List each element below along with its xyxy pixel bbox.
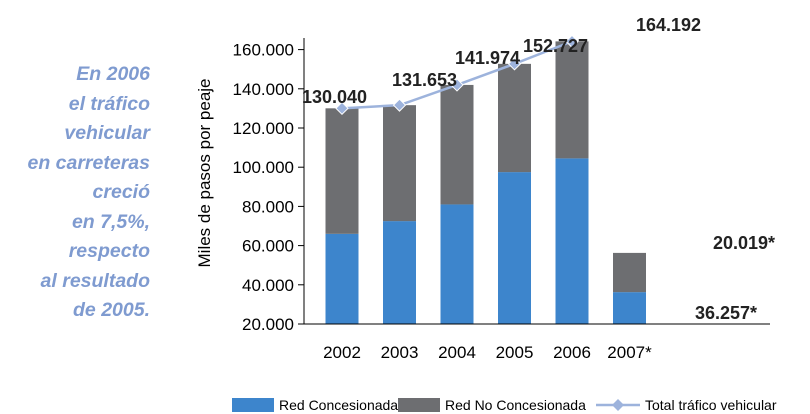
legend-label-total: Total tráfico vehicular	[645, 397, 777, 413]
x-tick-label: 2002	[323, 343, 361, 362]
y-tick-label: 20.000	[242, 315, 294, 334]
data-label: 164.192	[636, 15, 701, 35]
legend-swatch-red-no-concesionada	[398, 398, 440, 412]
side-note-line: en 7,5%,	[71, 210, 150, 233]
side-note-line: al resultado	[40, 269, 150, 292]
legend-swatch-red-concesionada	[232, 398, 274, 412]
total-line	[335, 34, 579, 116]
y-axis: 20.000 40.000 60.000 80.000 100.000 120.000 14…	[233, 38, 305, 334]
data-label: 20.019*	[713, 233, 775, 253]
legend-marker-total	[612, 399, 624, 411]
side-note-line: el tráfico	[68, 92, 150, 115]
bar-red-no-concesionada	[613, 252, 646, 293]
total-line-marker	[565, 34, 579, 49]
data-label: 130.040	[302, 87, 367, 107]
side-note-line: creció	[92, 181, 150, 203]
side-note: En 2006 el tráfico vehicular en carreteras c…	[0, 60, 150, 326]
y-tick-label: 40.000	[242, 276, 294, 295]
x-tick-label: 2007*	[607, 343, 652, 362]
y-tick-label: 120.000	[233, 119, 294, 138]
y-tick-label: 160.000	[233, 41, 294, 60]
total-line-marker	[392, 98, 407, 112]
bar-red-concesionada	[613, 292, 646, 324]
data-label: 152.727	[523, 36, 588, 56]
x-tick-label: 2005	[496, 343, 534, 362]
y-tick-label: 140.000	[233, 80, 294, 99]
data-label: 131.653	[392, 70, 457, 90]
side-note-line: respecto	[68, 240, 150, 262]
bar-red-no-concesionada	[383, 105, 416, 222]
bar-red-no-concesionada	[325, 108, 359, 234]
y-axis-label: Miles de pasos por peaje	[195, 78, 214, 267]
total-line-marker	[335, 101, 349, 116]
bar-red-no-concesionada	[498, 63, 531, 173]
x-tick-label: 2006	[553, 343, 591, 362]
data-label: 141.974	[455, 48, 520, 68]
side-note-line: vehicular	[64, 122, 150, 144]
x-axis: 2002 2003 2004 2005 2006 2007*	[304, 323, 770, 362]
bar-red-concesionada	[440, 204, 474, 324]
bar-red-no-concesionada	[440, 84, 474, 205]
bar-red-no-concesionada	[555, 41, 589, 159]
legend-label-red-concesionada: Red Concesionada	[279, 397, 398, 413]
total-line-marker	[507, 57, 522, 71]
y-tick-label: 80.000	[242, 197, 294, 216]
bar-red-concesionada	[498, 172, 531, 324]
x-tick-label: 2003	[381, 343, 419, 362]
x-tick-label: 2004	[438, 343, 476, 362]
side-note-line: de 2005.	[73, 299, 150, 321]
bars	[325, 41, 646, 324]
y-tick-label: 60.000	[242, 237, 294, 256]
legend-label-red-no-concesionada: Red No Concesionada	[445, 397, 586, 413]
data-label: 36.257*	[695, 303, 757, 323]
legend: Red Concesionada Red No Concesionada Total…	[232, 397, 777, 413]
bar-red-concesionada	[383, 221, 416, 324]
total-line-marker	[450, 78, 464, 92]
side-note-line: en carreteras	[27, 151, 150, 174]
bar-red-concesionada	[325, 233, 359, 324]
y-tick-label: 100.000	[233, 158, 294, 177]
bar-red-concesionada	[555, 158, 589, 324]
side-note-line: En 2006	[76, 63, 150, 85]
